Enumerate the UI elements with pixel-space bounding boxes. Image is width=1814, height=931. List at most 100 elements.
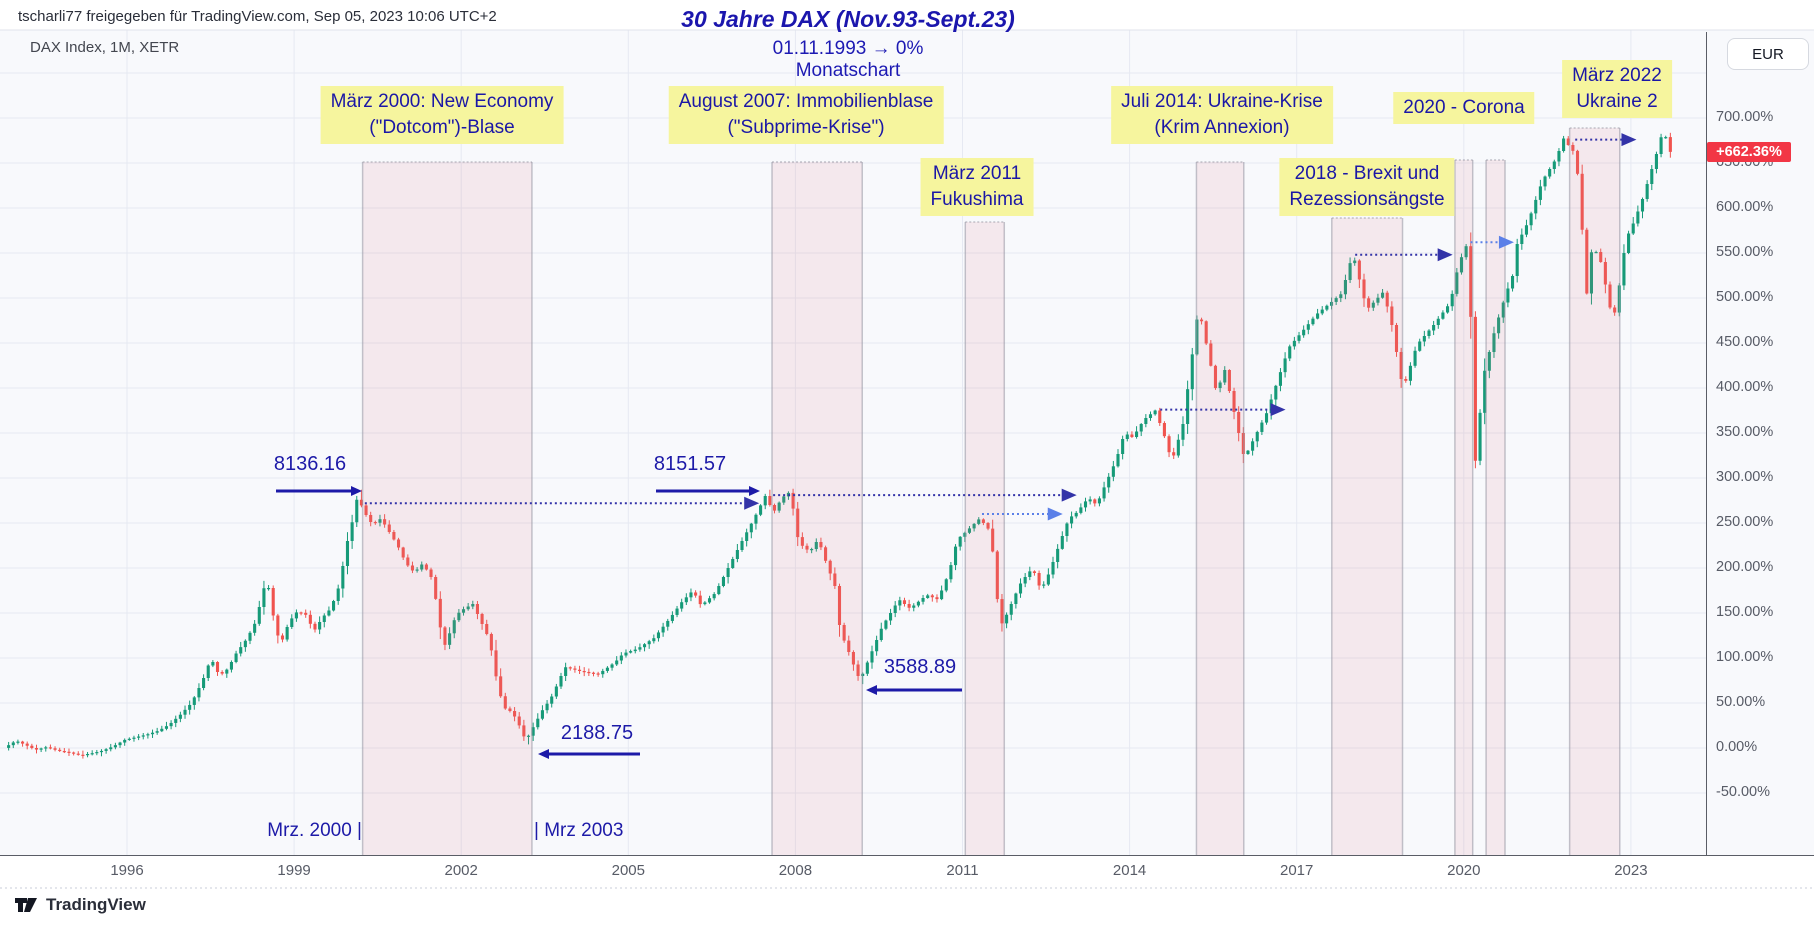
- current-change-badge: +662.36%: [1707, 142, 1791, 162]
- date-marker[interactable]: Mrz. 2000 |: [267, 820, 362, 841]
- candle-body: [675, 608, 679, 615]
- candle-body: [652, 638, 656, 642]
- candle-body: [1603, 262, 1607, 285]
- candle-body: [1640, 199, 1645, 212]
- candle-body: [898, 600, 902, 606]
- symbol-legend[interactable]: DAX Index, 1M, XETR: [30, 39, 180, 56]
- candle-body: [754, 514, 758, 524]
- price-marker-label[interactable]: 2188.75: [560, 722, 634, 744]
- candle-body: [958, 536, 962, 547]
- candle-body: [1348, 263, 1352, 280]
- candle-body: [76, 753, 80, 755]
- candle-body: [1297, 335, 1301, 341]
- candle-body: [471, 604, 475, 607]
- candle-body: [1497, 317, 1501, 334]
- candle-body: [522, 725, 526, 737]
- candle-body: [977, 519, 981, 524]
- candle-body: [1278, 372, 1283, 386]
- candle-body: [443, 627, 447, 645]
- candle-body: [1552, 161, 1556, 169]
- candle-body: [345, 541, 350, 566]
- candle-body: [1580, 173, 1584, 230]
- crisis-annotation[interactable]: Juli 2014: Ukraine-Krise (Krim Annexion): [1111, 86, 1333, 145]
- candle-body: [369, 515, 373, 522]
- crisis-band[interactable]: [1331, 218, 1403, 855]
- crisis-annotation[interactable]: 2020 - Corona: [1393, 92, 1535, 125]
- crisis-band[interactable]: [1486, 160, 1506, 855]
- candle-body: [796, 508, 800, 538]
- price-axis-label: 600.00%: [1716, 199, 1774, 215]
- candle-body: [420, 564, 424, 570]
- candle-body: [1459, 257, 1464, 273]
- crisis-annotation[interactable]: März 2011 Fukushima: [920, 158, 1034, 217]
- crisis-band[interactable]: [1454, 160, 1473, 855]
- candle-body: [944, 579, 948, 591]
- candle-body: [313, 623, 317, 630]
- candle-body: [150, 732, 155, 735]
- crisis-annotation[interactable]: 2018 - Brexit und Rezessionsängste: [1279, 158, 1455, 217]
- candle-body: [782, 496, 786, 503]
- candle-body: [21, 741, 25, 744]
- price-marker-label[interactable]: 3588.89: [883, 656, 957, 678]
- candle-body: [262, 588, 266, 607]
- chart-subtitle-baseline: 01.11.1993 → 0%: [772, 38, 924, 59]
- candle-body: [67, 751, 71, 753]
- candle-body: [573, 668, 577, 670]
- price-axis-label: -50.00%: [1716, 784, 1771, 800]
- crisis-band[interactable]: [1569, 128, 1620, 855]
- crisis-band[interactable]: [965, 222, 1005, 855]
- crisis-annotation[interactable]: März 2000: New Economy ("Dotcom")-Blase: [320, 86, 564, 145]
- crisis-annotation[interactable]: August 2007: Immobilienblase ("Subprime-K…: [668, 86, 944, 145]
- candle-body: [1135, 431, 1139, 437]
- price-axis-label: 700.00%: [1716, 109, 1774, 125]
- currency-toggle-button[interactable]: EUR: [1727, 38, 1809, 70]
- candle-body: [1167, 436, 1171, 453]
- candle-body: [438, 598, 442, 628]
- candle-body: [1501, 302, 1505, 318]
- price-marker-label[interactable]: 8151.57: [653, 453, 727, 475]
- candle-body: [1562, 138, 1566, 151]
- candle-body: [448, 633, 452, 645]
- candle-body: [1399, 352, 1403, 379]
- candle-body: [267, 588, 271, 590]
- time-axis-label: 2011: [946, 862, 979, 879]
- candle-body: [322, 615, 326, 622]
- candle-body: [1645, 184, 1649, 199]
- crisis-band[interactable]: [772, 162, 863, 855]
- crisis-band[interactable]: [362, 162, 532, 855]
- candle-body: [1139, 424, 1143, 432]
- price-axis-label: 200.00%: [1716, 559, 1774, 575]
- time-axis-label: 2005: [611, 862, 645, 879]
- candle-body: [206, 665, 210, 678]
- crisis-annotation[interactable]: März 2022 Ukraine 2: [1562, 60, 1672, 119]
- candle-body: [1199, 319, 1204, 322]
- candle-body: [1515, 244, 1519, 276]
- candle-body: [717, 586, 721, 595]
- price-marker-label[interactable]: 8136.16: [273, 453, 347, 475]
- crisis-band[interactable]: [1196, 162, 1244, 855]
- candle-body: [401, 547, 405, 558]
- candle-body: [531, 727, 535, 736]
- chart-pane[interactable]: [0, 30, 1814, 855]
- candle-body: [359, 499, 363, 506]
- candle-body: [1446, 306, 1450, 313]
- candle-body: [215, 662, 220, 672]
- candle-body: [58, 749, 62, 751]
- candle-body: [842, 625, 846, 641]
- candle-body: [726, 568, 730, 577]
- annotation-line: Juli 2014: Ukraine-Krise: [1121, 91, 1323, 112]
- price-axis-label: 250.00%: [1716, 514, 1774, 530]
- time-axis-label: 1999: [277, 862, 311, 879]
- candle-body: [642, 644, 647, 648]
- tradingview-branding[interactable]: TradingView: [14, 893, 146, 917]
- candle-body: [967, 528, 972, 533]
- time-axis-label: 2008: [778, 862, 813, 879]
- candle-body: [434, 577, 438, 599]
- candle-body: [619, 655, 623, 661]
- annotation-line: Ukraine 2: [1576, 91, 1658, 113]
- date-marker[interactable]: | Mrz 2003: [534, 820, 624, 841]
- connector-arrowhead-icon: [1047, 507, 1063, 521]
- candle-body: [34, 748, 39, 750]
